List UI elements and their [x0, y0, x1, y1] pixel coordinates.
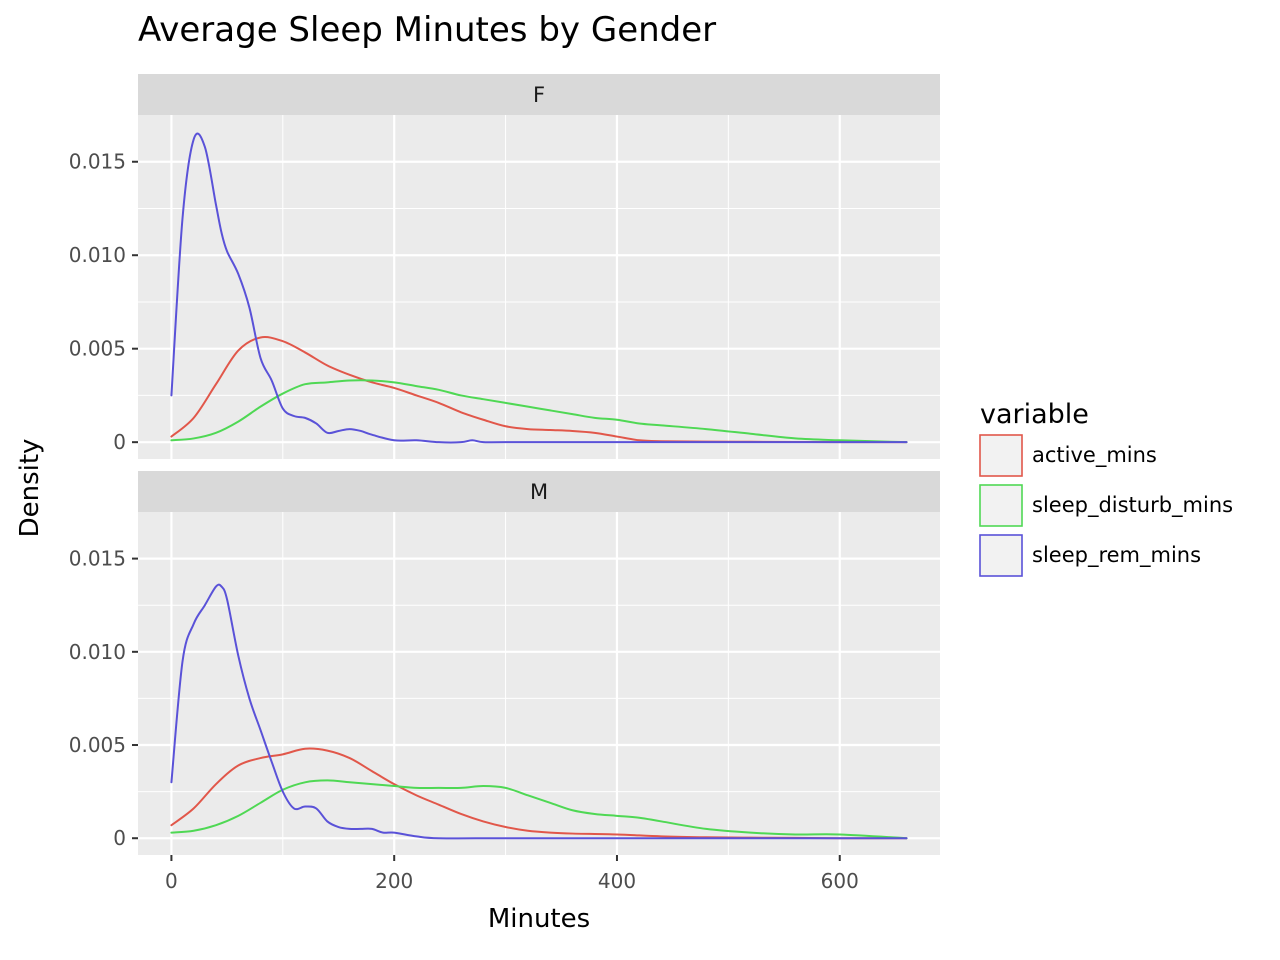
- chart-title: Average Sleep Minutes by Gender: [138, 10, 716, 50]
- y-axis-title: Density: [15, 439, 45, 538]
- x-tick-label: 0: [165, 869, 178, 893]
- facet-strip-label: M: [530, 480, 548, 504]
- series-line-sleep-disturb-mins: [170, 779, 908, 840]
- facet-panel-m: M 0 0.005 0.010 0.015: [69, 471, 940, 855]
- x-tick-label: 600: [821, 869, 859, 893]
- panel-background: [138, 512, 940, 855]
- legend-title: variable: [980, 399, 1089, 430]
- series-line-sleep-rem-mins: [170, 583, 908, 840]
- facet-strip: [138, 74, 940, 115]
- facet-panels: F 0 0.005 0.010 0.015 M 0 0.005 0.010 0.015: [69, 74, 940, 855]
- y-tick-label: 0.015: [69, 150, 126, 174]
- y-tick-label: 0: [113, 430, 126, 454]
- legend: variable active_mins sleep_disturb_minssl…: [979, 399, 1233, 577]
- x-tick-label: 200: [375, 869, 413, 893]
- facet-strip: [138, 471, 940, 512]
- legend-label: active_mins: [1032, 443, 1157, 468]
- panel-background: [138, 115, 940, 459]
- series-line-sleep-rem-mins: [170, 132, 908, 444]
- legend-key: [979, 534, 1023, 577]
- x-tick-label: 400: [598, 869, 636, 893]
- legend-label: sleep_disturb_mins: [1032, 493, 1233, 518]
- y-tick-label: 0.005: [69, 337, 126, 361]
- y-tick-label: 0.010: [69, 640, 126, 664]
- facet-panel-f: F 0 0.005 0.010 0.015: [69, 74, 940, 459]
- legend-key: [979, 434, 1023, 477]
- x-axis: 0 200 400 600: [165, 855, 859, 893]
- series-line-sleep-disturb-mins: [170, 379, 908, 444]
- y-tick-label: 0: [113, 826, 126, 850]
- legend-entry-active-mins: active_mins: [979, 434, 1157, 477]
- legend-entry-sleep-disturb-mins: sleep_disturb_mins: [979, 484, 1233, 527]
- legend-label: sleep_rem_mins: [1032, 543, 1201, 568]
- y-tick-label: 0.005: [69, 733, 126, 757]
- y-tick-label: 0.010: [69, 243, 126, 267]
- legend-entries: active_mins sleep_disturb_mins sleep_rem_m…: [979, 434, 1233, 577]
- x-axis-title: Minutes: [488, 904, 590, 934]
- legend-key: [979, 484, 1023, 527]
- legend-entry-sleep-rem-mins: sleep_rem_mins: [979, 534, 1201, 577]
- facet-strip-label: F: [533, 83, 545, 107]
- y-tick-label: 0.015: [69, 547, 126, 571]
